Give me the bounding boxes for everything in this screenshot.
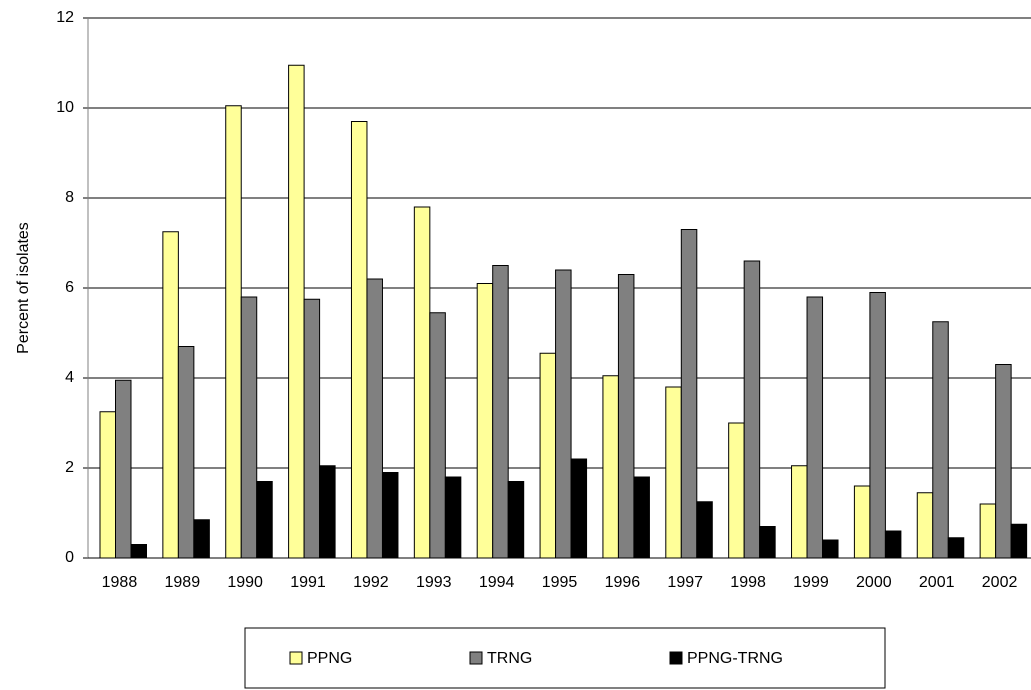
bar [806, 296, 824, 559]
x-tick-label: 1989 [165, 574, 201, 591]
x-tick-label: 1992 [353, 574, 389, 591]
bar [177, 346, 195, 559]
bar [932, 321, 949, 559]
bar [822, 539, 839, 559]
x-tick-label: 1993 [416, 574, 452, 591]
x-tick-label: 1997 [667, 574, 703, 591]
bar [303, 298, 321, 559]
bar [869, 292, 886, 559]
bar [555, 269, 572, 559]
bar [602, 375, 619, 559]
bar [728, 422, 745, 559]
bar [476, 283, 494, 559]
bar [225, 105, 242, 559]
y-tick-label: 8 [65, 189, 74, 206]
bar [680, 229, 698, 559]
legend-box [244, 627, 886, 689]
bar [413, 206, 431, 559]
x-tick-label: 2000 [856, 574, 892, 591]
x-tick-label: 1996 [605, 574, 641, 591]
legend-swatch [289, 651, 303, 665]
bar [916, 492, 934, 559]
bar [979, 503, 997, 559]
legend-swatch [469, 651, 483, 665]
bar [193, 519, 210, 559]
bar [350, 121, 368, 559]
bar [995, 364, 1012, 559]
bar [853, 485, 871, 559]
y-tick-label: 0 [65, 549, 74, 566]
x-tick-label: 1998 [730, 574, 766, 591]
bar [947, 537, 965, 559]
y-tick-label: 10 [56, 99, 74, 116]
bar [1010, 523, 1028, 559]
bar [162, 231, 179, 559]
bar [240, 296, 258, 559]
x-tick-label: 2001 [919, 574, 955, 591]
bar [366, 278, 383, 559]
y-tick-label: 12 [56, 9, 74, 26]
x-tick-label: 1999 [793, 574, 829, 591]
y-axis-label: Percent of isolates [15, 222, 32, 354]
x-tick-label: 1991 [290, 574, 326, 591]
bar [115, 379, 132, 559]
y-tick-label: 4 [65, 369, 74, 386]
bar [884, 530, 902, 559]
legend-label: PPNG [307, 650, 352, 667]
legend-label: PPNG-TRNG [687, 650, 783, 667]
bar [633, 476, 650, 559]
bar [429, 312, 446, 559]
bar [99, 411, 116, 559]
bar [759, 526, 776, 559]
x-tick-label: 2002 [982, 574, 1018, 591]
bar [381, 472, 399, 559]
legend-swatch [669, 651, 683, 665]
bar [539, 352, 557, 559]
bar [696, 501, 713, 559]
bar [507, 481, 525, 559]
y-tick-label: 2 [65, 459, 74, 476]
bar [130, 544, 147, 559]
legend-label: TRNG [487, 650, 532, 667]
bar [319, 465, 336, 559]
bar [492, 265, 509, 559]
bar [288, 64, 305, 559]
bar [617, 274, 635, 559]
x-tick-label: 1990 [227, 574, 263, 591]
bar [256, 481, 273, 559]
x-tick-label: 1994 [479, 574, 515, 591]
bar [743, 260, 761, 559]
bar [570, 458, 588, 559]
bar [791, 465, 808, 559]
y-tick-label: 6 [65, 279, 74, 296]
x-tick-label: 1995 [542, 574, 578, 591]
x-tick-label: 1988 [102, 574, 138, 591]
bar [665, 386, 682, 559]
bar [444, 476, 462, 559]
